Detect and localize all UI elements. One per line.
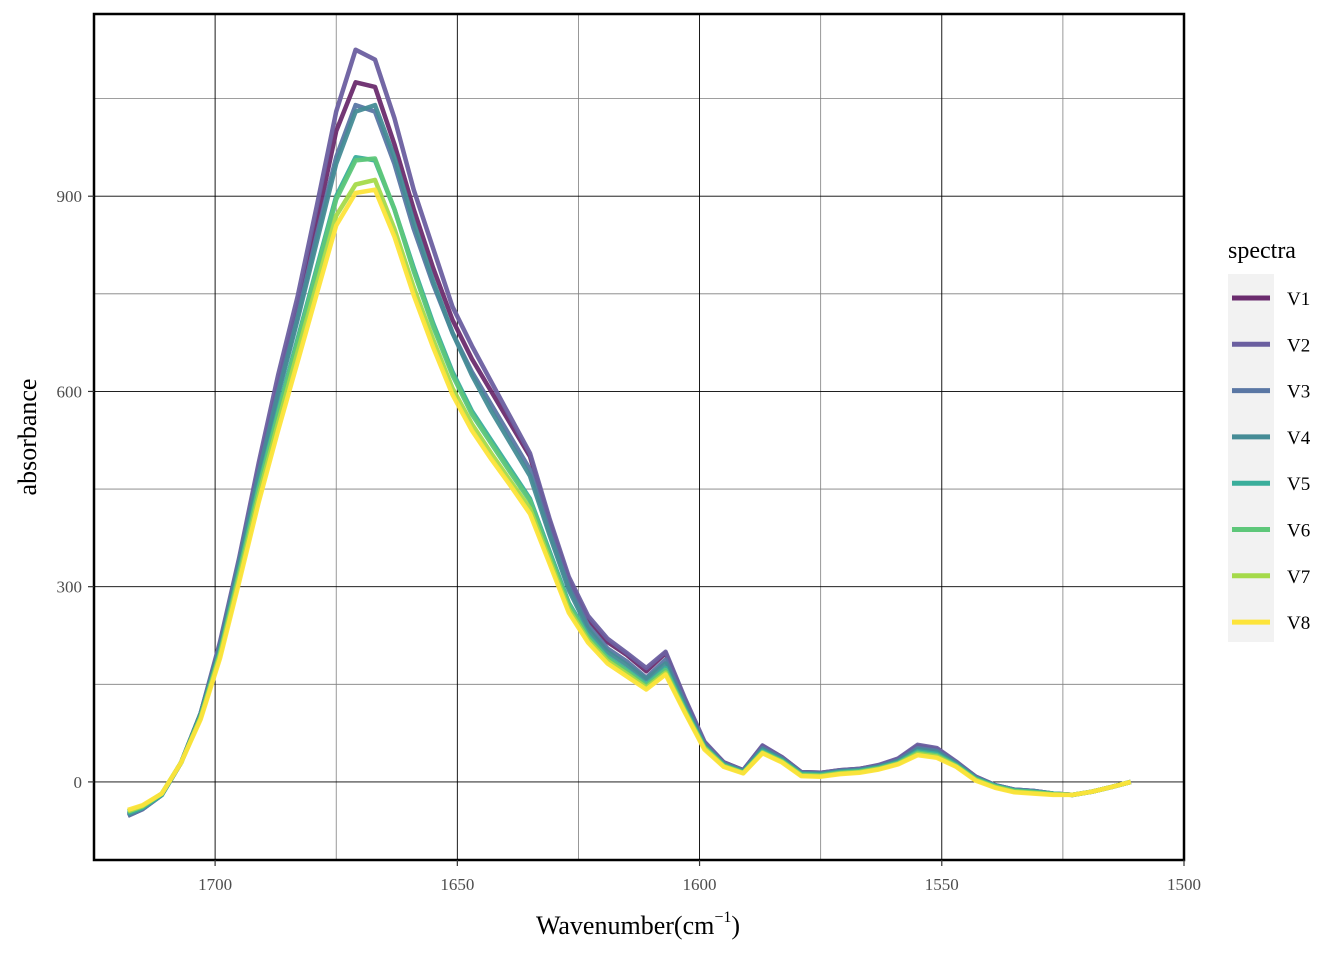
x-axis-title-unit-exp: −1	[714, 909, 731, 926]
y-axis-title: absorbance	[13, 379, 42, 496]
x-tick-label: 1650	[440, 875, 474, 894]
legend-label-v2: V2	[1287, 335, 1310, 356]
x-axis-title-unit: cm	[683, 911, 715, 940]
plot-panel-border	[92, 12, 1186, 862]
plot-panel-background	[94, 14, 1184, 860]
x-tick-label: 1700	[198, 875, 232, 894]
series-line-v8	[127, 187, 1132, 813]
x-axis: 1700 1650 1600 1550 1500	[198, 860, 1201, 894]
x-tick-label: 1500	[1167, 875, 1201, 894]
y-tick-label: 900	[57, 187, 83, 206]
x-tick-label: 1600	[683, 875, 717, 894]
x-axis-title: Wavenumber(cm−1)	[536, 909, 740, 940]
x-tick-label: 1550	[925, 875, 959, 894]
legend-key-background	[1228, 274, 1274, 642]
x-axis-title-main: Wavenumber	[536, 911, 674, 940]
legend-label-v5: V5	[1287, 474, 1310, 495]
x-axis-title-paren-close: )	[731, 911, 740, 940]
series-lines	[126, 47, 1132, 818]
y-tick-label: 600	[57, 382, 83, 401]
legend-label-v1: V1	[1287, 289, 1310, 310]
legend-label-v7: V7	[1287, 567, 1310, 588]
legend-label-v6: V6	[1287, 521, 1310, 542]
legend-label-v4: V4	[1287, 428, 1311, 449]
y-tick-label: 300	[57, 578, 83, 597]
legend-label-v8: V8	[1287, 613, 1310, 634]
legend-title: spectra	[1228, 238, 1296, 264]
x-axis-title-paren-open: (	[674, 911, 683, 940]
y-tick-label: 0	[74, 773, 83, 792]
legend: spectra V1 V2 V3 V4 V5 V6 V7 V8	[1228, 238, 1311, 642]
y-axis: 0 300 600 900	[57, 187, 94, 792]
legend-label-v3: V3	[1287, 382, 1310, 403]
